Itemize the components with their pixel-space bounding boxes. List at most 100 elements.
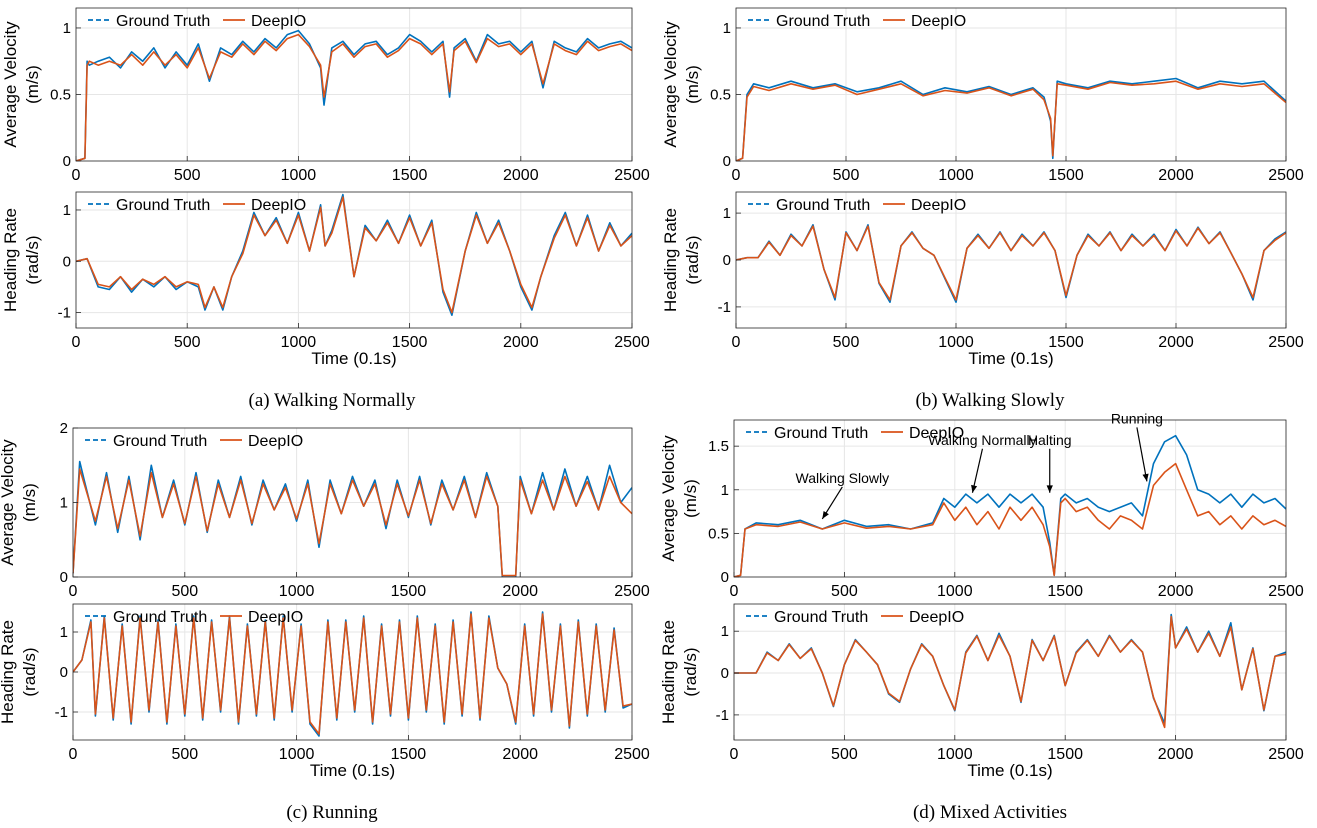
y-tick-label: 0 [60, 569, 68, 586]
y-axis-label: Heading Rate [661, 208, 680, 312]
series-ground-truth-line [76, 29, 632, 161]
plot-frame [733, 419, 1287, 578]
x-tick-label: 0 [732, 167, 741, 184]
y-tick-label: -1 [55, 704, 68, 721]
series-deepio-line [76, 33, 632, 161]
legend-deepio-label: DeepIO [911, 197, 966, 214]
x-tick-label: 2500 [614, 583, 650, 600]
y-tick-label: 0 [721, 665, 729, 682]
plot-background [734, 604, 1286, 740]
x-tick-label: 0 [69, 583, 78, 600]
x-tick-label: 0 [732, 334, 741, 351]
x-tick-label: 500 [833, 334, 860, 351]
x-tick-label: 1000 [281, 167, 317, 184]
legend-ground-truth-label: Ground Truth [774, 609, 868, 626]
y-axis-label: Average Velocity [1, 21, 20, 148]
y-axis-unit-label: (rad/s) [23, 235, 42, 284]
annotation-arrow-head [1142, 473, 1149, 482]
legend: Ground Truth DeepIO [88, 13, 306, 30]
y-axis-label: Average Velocity [0, 439, 17, 566]
legend-deepio-label: DeepIO [248, 609, 303, 626]
y-tick-label: 1 [721, 623, 729, 640]
chart-c-velocity: 0 500 1000 1500 2000 2500 0 1 2 Average Velocity(… [0, 420, 650, 600]
y-tick-label: 0.5 [708, 525, 729, 542]
x-tick-label: 2500 [614, 167, 650, 184]
y-axis-label: Average Velocity [659, 435, 678, 562]
x-tick-label: 2000 [1158, 167, 1194, 184]
x-axis-label: Time (0.1s) [311, 349, 396, 368]
y-tick-label: 0 [723, 252, 731, 269]
y-axis-label: Average Velocity [661, 21, 680, 148]
annotation-arrow-line [971, 448, 984, 493]
x-tick-label: 2000 [1158, 746, 1194, 763]
y-tick-label: -1 [716, 707, 729, 724]
y-tick-label: -1 [58, 305, 71, 322]
x-tick-label: 500 [174, 334, 201, 351]
x-tick-label: 1000 [937, 746, 973, 763]
y-tick-label: 1 [60, 624, 68, 641]
x-tick-label: 2000 [503, 167, 539, 184]
y-axis-label: Heading Rate [1, 208, 20, 312]
legend: Ground Truth DeepIO [85, 433, 303, 450]
legend-ground-truth-label: Ground Truth [113, 433, 207, 450]
y-tick-label: 0.5 [50, 86, 71, 103]
y-tick-label: 0 [63, 153, 71, 170]
x-tick-label: 2500 [1268, 583, 1304, 600]
x-tick-label: 1000 [937, 583, 973, 600]
y-tick-label: 1 [723, 20, 731, 37]
y-tick-label: 1 [723, 205, 731, 222]
series-deepio-line [76, 196, 632, 314]
y-axis-unit-label: (rad/s) [681, 647, 700, 696]
legend-ground-truth-label: Ground Truth [113, 609, 207, 626]
x-tick-label: 500 [831, 746, 858, 763]
x-tick-label: 500 [831, 583, 858, 600]
x-tick-label: 0 [72, 167, 81, 184]
x-tick-label: 1500 [1047, 583, 1083, 600]
legend-deepio-label: DeepIO [251, 197, 306, 214]
legend: Ground Truth DeepIO [88, 197, 306, 214]
x-tick-label: 500 [833, 167, 860, 184]
x-tick-label: 500 [171, 583, 198, 600]
x-tick-label: 500 [174, 167, 201, 184]
y-tick-label: 1 [721, 482, 729, 499]
annotation-arrow-head [971, 484, 978, 493]
caption-a: (a) Walking Normally [248, 390, 416, 411]
series-deepio-line [73, 613, 632, 735]
y-tick-label: 1 [63, 202, 71, 219]
legend: Ground Truth DeepIO [746, 609, 964, 626]
y-axis-unit-label: (rad/s) [20, 647, 39, 696]
y-tick-label: 1 [63, 20, 71, 37]
x-tick-label: 2000 [503, 334, 539, 351]
x-axis-label: Time (0.1s) [310, 761, 395, 780]
series-ground-truth-line [736, 77, 1286, 161]
annotation-label: Running [1111, 410, 1163, 426]
x-tick-label: 2000 [502, 583, 538, 600]
legend-deepio-label: DeepIO [909, 609, 964, 626]
annotation-arrow-head [822, 511, 829, 519]
x-tick-label: 2000 [502, 746, 538, 763]
annotation-label: Walking Normally [928, 432, 1036, 448]
y-tick-label: 1 [60, 495, 68, 512]
plot-frame [75, 7, 633, 162]
y-axis-label: Heading Rate [0, 620, 17, 724]
x-tick-label: 1000 [279, 746, 315, 763]
x-tick-label: 2500 [1268, 167, 1304, 184]
annotation-label: Halting [1028, 432, 1072, 448]
y-tick-label: -1 [718, 299, 731, 316]
x-tick-label: 1000 [279, 583, 315, 600]
x-tick-label: 2500 [614, 334, 650, 351]
chart-b-heading: 0 500 1000 1500 2000 2500 -1 0 1 Heading Rate (rad… [661, 191, 1304, 368]
x-tick-label: 1000 [938, 334, 974, 351]
x-tick-label: 2500 [614, 746, 650, 763]
y-axis-unit-label: (m/s) [23, 65, 42, 104]
plot-frame [75, 191, 633, 329]
y-axis-unit-label: (m/s) [20, 483, 39, 522]
y-axis-label: Heading Rate [659, 620, 678, 724]
plot-frame [735, 7, 1287, 162]
y-axis-unit-label: (m/s) [681, 479, 700, 518]
x-tick-label: 1500 [392, 167, 428, 184]
y-axis-unit-label: (m/s) [683, 65, 702, 104]
x-tick-label: 0 [72, 334, 81, 351]
legend: Ground Truth DeepIO [746, 425, 964, 442]
